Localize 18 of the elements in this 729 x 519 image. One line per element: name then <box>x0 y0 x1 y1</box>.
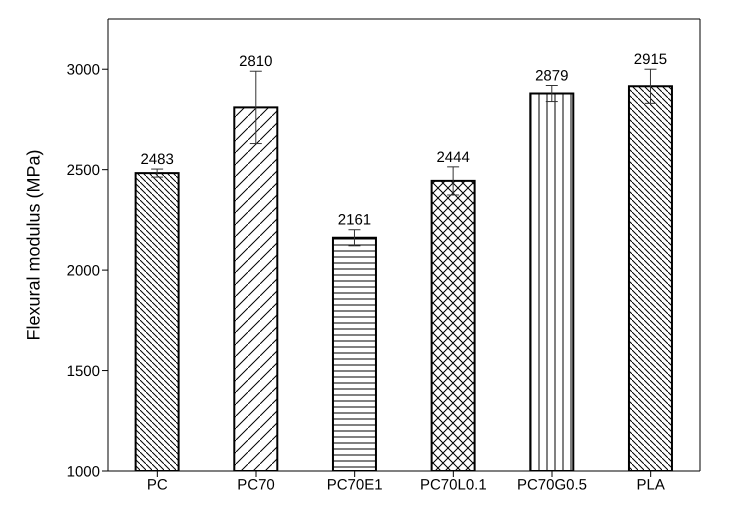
data-label: 2915 <box>634 51 668 68</box>
data-label: 2879 <box>535 67 568 84</box>
y-tick-label: 2000 <box>66 262 100 280</box>
x-tick-label: PC <box>146 476 168 494</box>
data-label: 2161 <box>338 212 372 229</box>
x-tick-label: PLA <box>636 476 665 494</box>
x-tick-label: PC70E1 <box>326 476 383 494</box>
data-label: 2444 <box>436 148 470 166</box>
y-tick-label: 2500 <box>66 162 100 179</box>
x-tick-label: PC70G0.5 <box>516 476 588 494</box>
data-label: 2483 <box>140 151 174 168</box>
data-label: 2810 <box>239 53 272 70</box>
x-tick-label: PC70L0.1 <box>420 476 487 494</box>
y-axis-title: Flexural modulus (MPa) <box>23 149 44 341</box>
y-tick-label: 3000 <box>66 62 100 79</box>
x-tick-label: PC70 <box>237 476 275 494</box>
y-tick-label: 1000 <box>66 463 100 480</box>
y-tick-label: 1500 <box>66 362 100 380</box>
